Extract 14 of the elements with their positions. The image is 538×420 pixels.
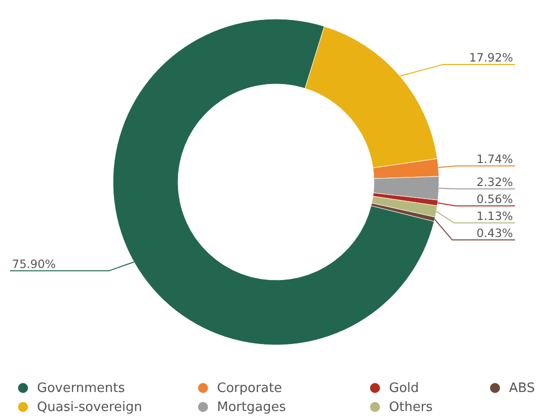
data-label: 1.13% (476, 208, 514, 223)
legend-label: Governments (37, 381, 126, 396)
legend-label: Others (389, 400, 433, 415)
legend-label: Gold (389, 381, 419, 396)
data-label: 0.43% (476, 226, 514, 240)
data-label: 0.56% (476, 192, 514, 206)
data-label: 2.32% (476, 174, 514, 189)
legend-label: ABS (509, 381, 535, 396)
legend-label: Corporate (217, 381, 282, 396)
legend-label: Quasi-sovereign (37, 400, 142, 415)
data-label: 75.90% (12, 256, 56, 271)
data-label: 1.74% (476, 152, 514, 166)
data-label: 17.92% (469, 50, 514, 64)
legend-label: Mortgages (217, 400, 286, 415)
